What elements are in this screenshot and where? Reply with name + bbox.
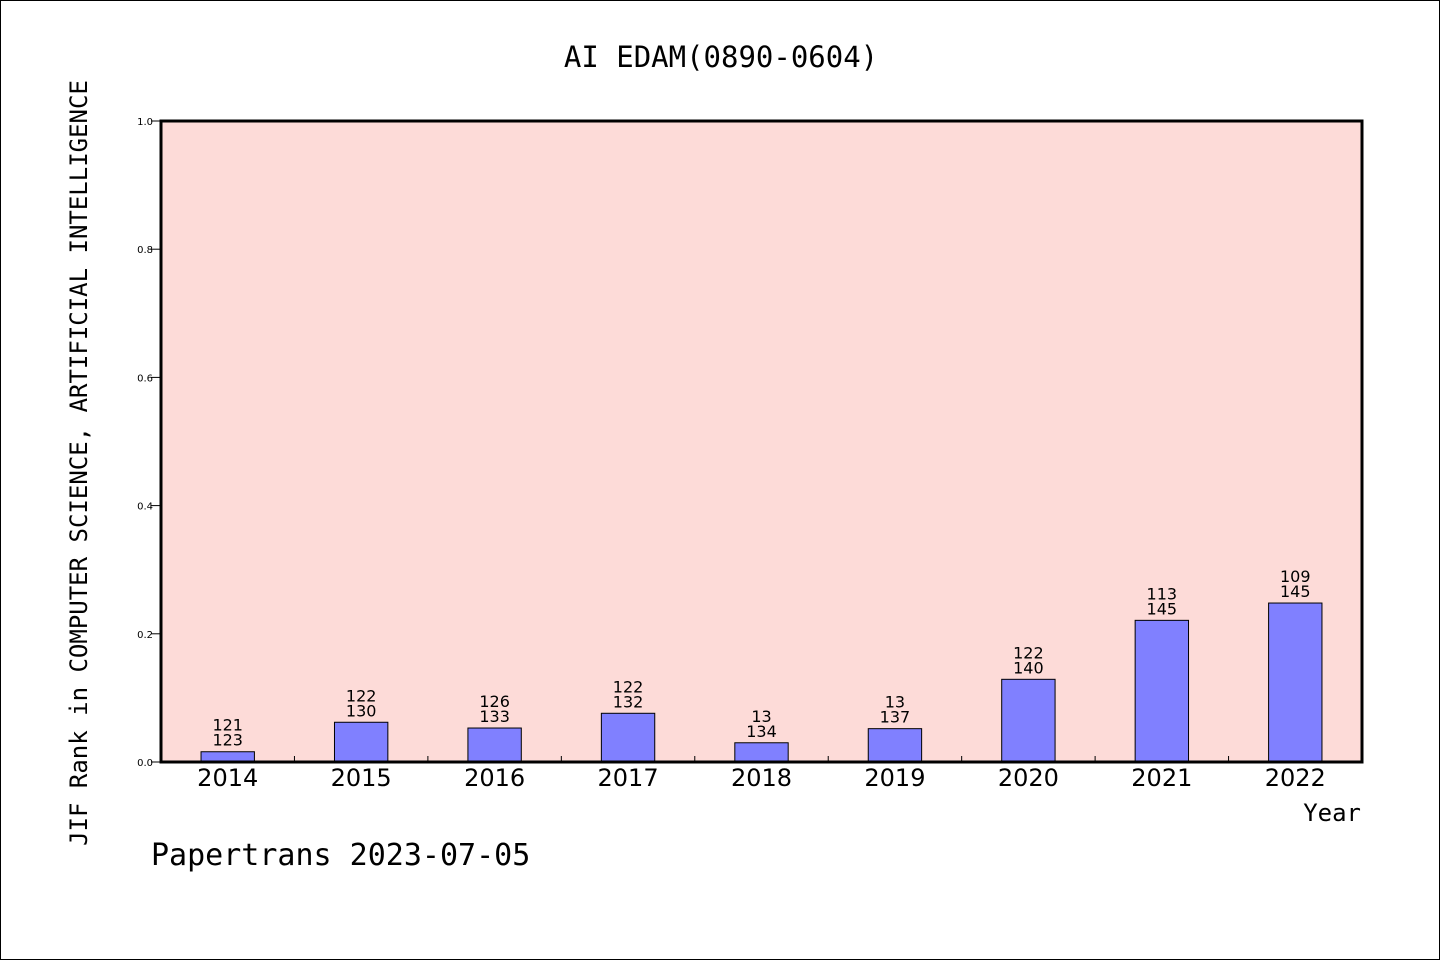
y-tick-label: 0.2 bbox=[137, 630, 153, 641]
data-label-bottom: 132 bbox=[613, 692, 644, 711]
bar bbox=[867, 728, 923, 763]
chart-title: AI EDAM(0890-0604) bbox=[564, 40, 878, 74]
bar bbox=[1134, 619, 1190, 763]
labels-layer: 2014123121201513012220161331262017132122… bbox=[197, 567, 1326, 792]
data-label-bottom: 145 bbox=[1280, 582, 1311, 601]
bar bbox=[600, 712, 656, 763]
x-tick-label: 2015 bbox=[331, 764, 392, 792]
y-axis-label: JIF Rank in COMPUTER SCIENCE, ARTIFICIAL… bbox=[65, 80, 93, 846]
y-tick-label: 0.0 bbox=[137, 758, 153, 769]
data-label-top: 122 bbox=[1013, 643, 1044, 662]
data-label-top: 121 bbox=[212, 716, 243, 735]
x-tick-label: 2018 bbox=[731, 764, 792, 792]
data-label-top: 109 bbox=[1280, 567, 1311, 586]
bar bbox=[467, 727, 522, 763]
x-tick-label: 2016 bbox=[464, 764, 525, 792]
y-tick-label: 0.8 bbox=[137, 245, 153, 256]
bar bbox=[1268, 602, 1323, 763]
data-label-top: 126 bbox=[479, 692, 510, 711]
bar bbox=[200, 751, 255, 763]
x-tick-label: 2022 bbox=[1265, 764, 1326, 792]
data-label-bottom: 134 bbox=[746, 722, 777, 741]
x-tick-label: 2021 bbox=[1131, 764, 1192, 792]
footer-text: Papertrans 2023-07-05 bbox=[151, 838, 530, 873]
y-tick-label: 1.0 bbox=[137, 117, 153, 128]
data-label-top: 113 bbox=[1147, 584, 1178, 603]
data-label-bottom: 133 bbox=[479, 707, 510, 726]
bar bbox=[333, 721, 389, 763]
data-label-bottom: 130 bbox=[346, 701, 377, 720]
bars-layer bbox=[200, 602, 1323, 763]
y-tick-label: 0.4 bbox=[137, 502, 153, 513]
data-label-bottom: 140 bbox=[1013, 658, 1044, 677]
plot-frame bbox=[159, 119, 1364, 764]
x-axis-label: Year bbox=[1303, 799, 1361, 827]
x-tick-label: 2017 bbox=[598, 764, 659, 792]
data-label-top: 13 bbox=[885, 693, 905, 712]
x-tick-label: 2014 bbox=[197, 764, 258, 792]
data-label-top: 122 bbox=[346, 686, 377, 705]
y-tick-label: 0.6 bbox=[137, 373, 153, 384]
data-label-bottom: 137 bbox=[880, 708, 911, 727]
data-label-top: 13 bbox=[751, 707, 771, 726]
bar bbox=[1001, 678, 1056, 763]
data-label-bottom: 145 bbox=[1147, 599, 1178, 618]
x-tick-label: 2019 bbox=[864, 764, 925, 792]
bar bbox=[734, 742, 789, 763]
x-tick-label: 2020 bbox=[998, 764, 1059, 792]
data-label-bottom: 123 bbox=[212, 731, 243, 750]
data-label-top: 122 bbox=[613, 677, 644, 696]
